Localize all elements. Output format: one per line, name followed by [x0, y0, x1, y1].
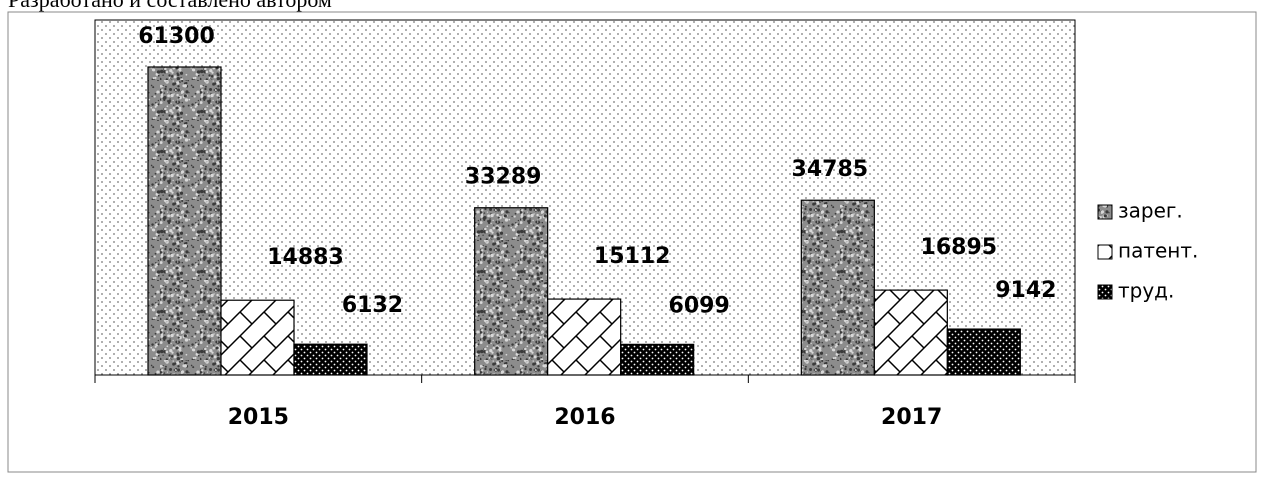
source-note: Разработано и составлено автором [8, 0, 332, 12]
value-label: 33289 [465, 165, 542, 190]
x-tick-label: 2017 [881, 405, 942, 430]
value-label: 16895 [921, 235, 998, 260]
legend-label: зарег. [1118, 199, 1183, 223]
bar [946, 328, 1021, 376]
legend-swatch [1097, 204, 1113, 220]
bar [873, 289, 948, 376]
bar [474, 207, 549, 376]
bar [220, 299, 295, 376]
value-label: 9142 [995, 278, 1056, 303]
bar [293, 343, 368, 376]
x-tick-label: 2016 [554, 405, 615, 430]
value-label: 6099 [669, 293, 730, 318]
value-label: 15112 [594, 244, 671, 269]
value-label: 14883 [267, 245, 344, 270]
value-label: 34785 [792, 157, 869, 182]
legend-swatch [1097, 284, 1113, 300]
bar [800, 199, 875, 376]
bar [147, 66, 222, 376]
value-label: 6132 [342, 293, 403, 318]
legend-label: патент. [1118, 239, 1198, 263]
value-label: 61300 [138, 24, 215, 49]
chart-border [7, 11, 1257, 473]
legend-label: труд. [1118, 279, 1174, 303]
bar [620, 343, 695, 376]
bar [547, 298, 622, 376]
x-tick-label: 2015 [228, 405, 289, 430]
legend-swatch [1097, 244, 1113, 260]
